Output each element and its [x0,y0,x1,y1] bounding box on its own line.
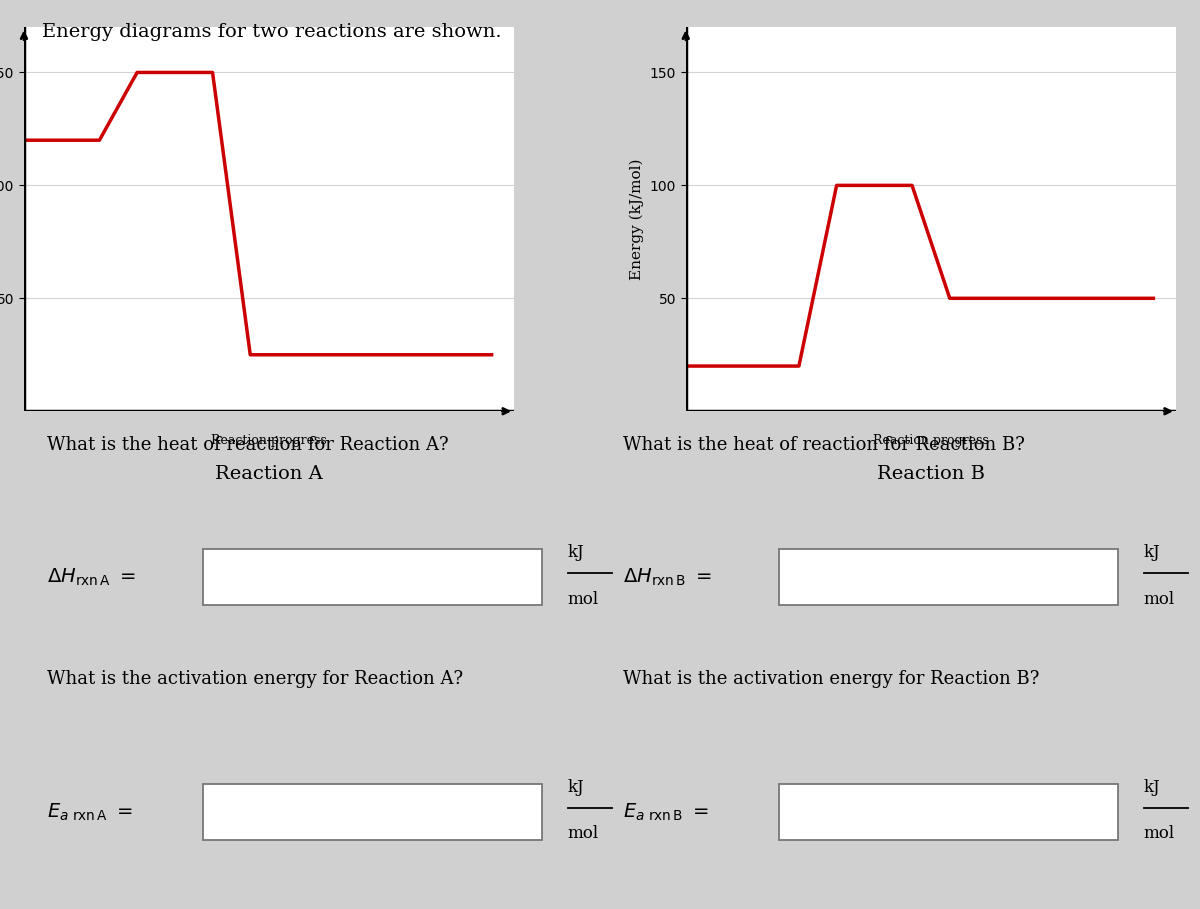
FancyBboxPatch shape [203,549,542,605]
FancyBboxPatch shape [779,784,1118,840]
FancyBboxPatch shape [779,549,1118,605]
Text: What is the activation energy for Reaction A?: What is the activation energy for Reacti… [47,670,463,688]
Text: What is the heat of reaction for Reaction A?: What is the heat of reaction for Reactio… [47,435,449,454]
Text: kJ: kJ [1144,544,1160,562]
Text: mol: mol [1144,591,1175,608]
Text: $E_{a\ \mathrm{rxn\,B}}\ =$: $E_{a\ \mathrm{rxn\,B}}\ =$ [623,802,709,823]
Text: kJ: kJ [568,779,584,796]
Text: mol: mol [568,825,599,843]
Text: Energy diagrams for two reactions are shown.: Energy diagrams for two reactions are sh… [42,23,502,41]
Text: $\Delta H_{\mathrm{rxn\,A}}\ =$: $\Delta H_{\mathrm{rxn\,A}}\ =$ [47,566,136,588]
Y-axis label: Energy (kJ/mol): Energy (kJ/mol) [630,158,644,280]
Text: What is the activation energy for Reaction B?: What is the activation energy for Reacti… [623,670,1039,688]
Text: Reaction progress: Reaction progress [211,435,326,447]
Text: kJ: kJ [568,544,584,562]
Text: $E_{a\ \mathrm{rxn\,A}}\ =$: $E_{a\ \mathrm{rxn\,A}}\ =$ [47,802,133,823]
Text: Reaction A: Reaction A [215,465,323,483]
FancyBboxPatch shape [203,784,542,840]
Text: $\Delta H_{\mathrm{rxn\,B}}\ =$: $\Delta H_{\mathrm{rxn\,B}}\ =$ [623,566,712,588]
Text: mol: mol [568,591,599,608]
Text: mol: mol [1144,825,1175,843]
Text: What is the heat of reaction for Reaction B?: What is the heat of reaction for Reactio… [623,435,1025,454]
Text: Reaction progress: Reaction progress [874,435,989,447]
Text: Reaction B: Reaction B [877,465,985,483]
Text: kJ: kJ [1144,779,1160,796]
